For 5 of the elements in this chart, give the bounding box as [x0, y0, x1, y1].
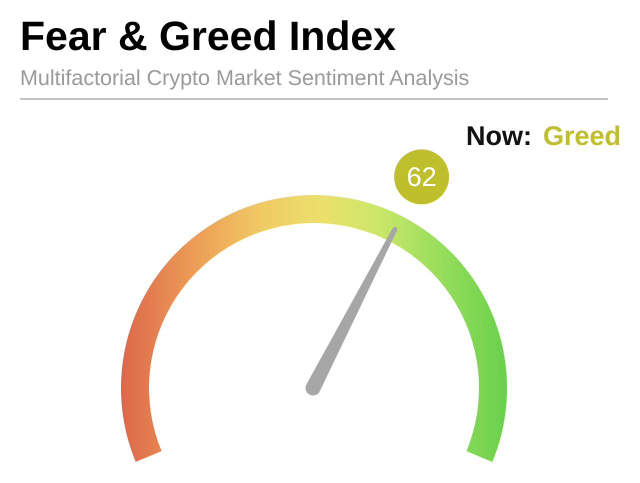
- text: Multifactorial Crypto Market Sentiment Analysis: [20, 66, 470, 90]
- data-label: 62: [406, 162, 437, 192]
- category-label: Greed: [543, 121, 622, 151]
- text: Fear & Greed Index: [20, 13, 396, 59]
- text: Now:: [466, 121, 532, 151]
